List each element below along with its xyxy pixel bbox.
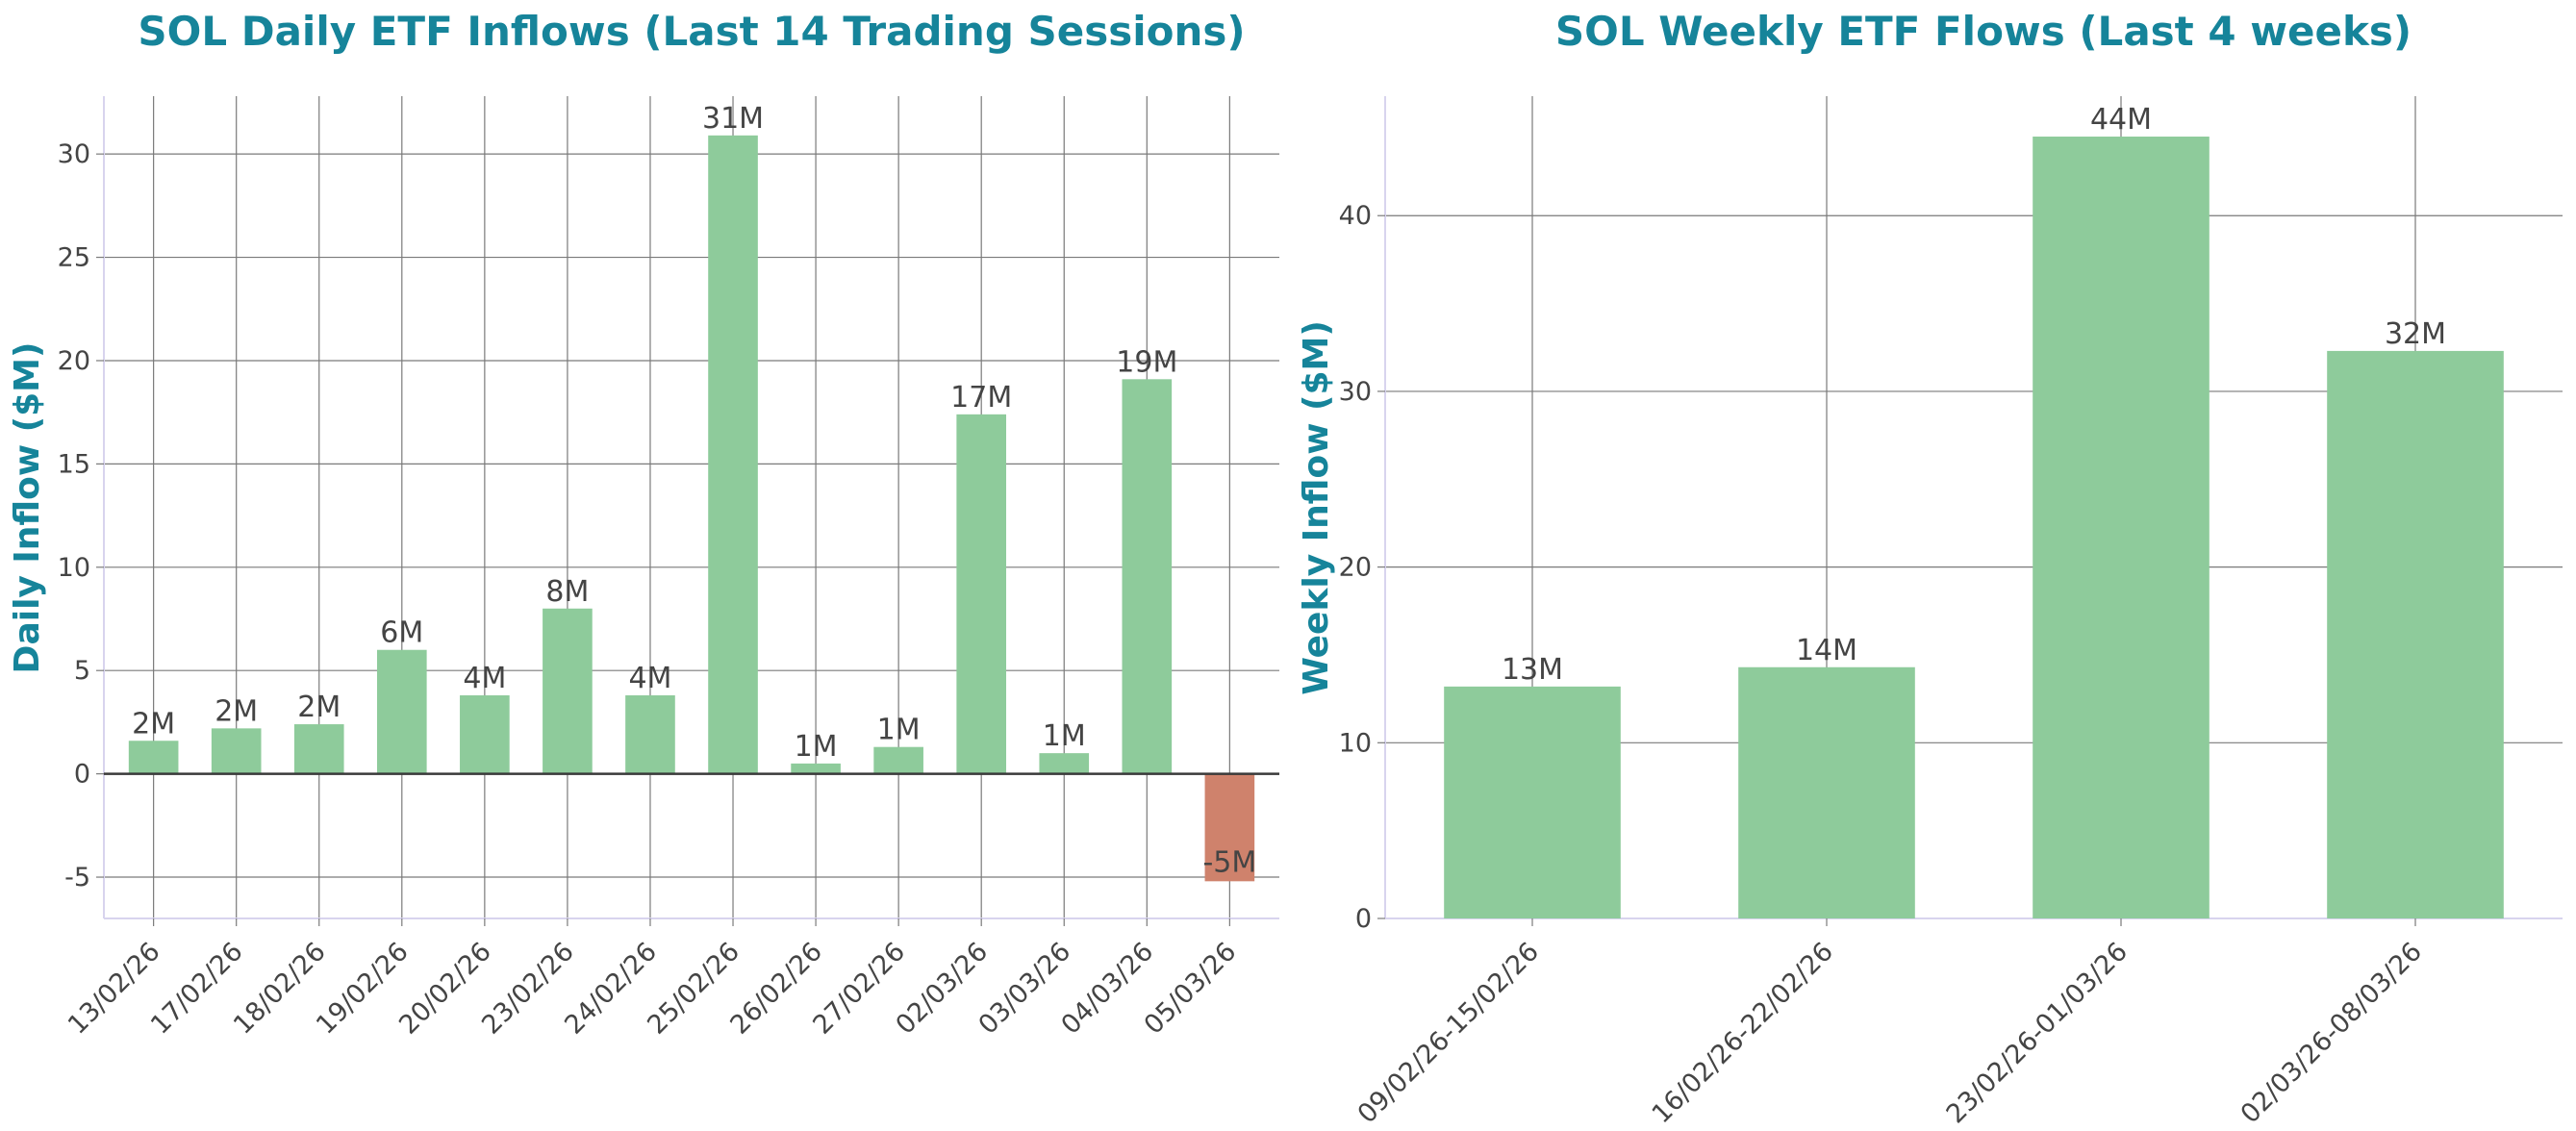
daily-bar [625,694,675,774]
daily-bar-value-label: 4M [463,662,506,695]
weekly-bar-value-label: 32M [2385,317,2446,351]
weekly-chart-title: SOL Weekly ETF Flows (Last 4 weeks) [1555,8,2412,55]
daily-bar [873,746,923,774]
daily-bar [708,135,758,774]
daily-bar-value-label: 1M [795,730,838,764]
daily-y-tick-label: 5 [74,656,90,686]
daily-y-tick-label: -5 [64,863,90,892]
daily-y-tick-label: 30 [58,139,90,169]
daily-bar [1122,379,1173,774]
daily-bar [791,763,841,774]
weekly-data-labels: 13M 14M 44M 32M [1502,103,2446,687]
daily-bar-value-label: 2M [297,691,341,724]
daily-bar-value-label: 1M [877,714,921,747]
daily-bar-value-label: 1M [1043,719,1086,753]
daily-bar-value-label: 6M [380,616,423,650]
daily-bar-value-label: 4M [628,662,671,695]
weekly-x-tick-label: 16/02/26-22/02/26 [1647,937,1839,1129]
daily-bar [376,649,427,774]
weekly-x-ticks: 09/02/26-15/02/26 16/02/26-22/02/26 23/02/… [1352,918,2428,1129]
daily-bar [460,694,510,774]
daily-y-tick-label: 25 [58,243,90,273]
daily-bar [956,414,1007,774]
weekly-bar [1738,666,1915,918]
weekly-bar-value-label: 13M [1502,653,1563,687]
weekly-y-ticks: 0 10 20 30 40 [1339,201,1385,934]
weekly-y-tick-label: 30 [1339,377,1372,407]
weekly-y-tick-label: 10 [1339,728,1372,758]
weekly-y-tick-label: 0 [1355,904,1372,934]
daily-bar [293,724,344,774]
daily-gridlines [103,96,1279,919]
daily-bar-value-label: 17M [950,381,1012,415]
weekly-y-tick-label: 20 [1339,553,1372,583]
weekly-bar [2327,350,2504,919]
daily-data-labels: 2M 2M 2M 6M 4M 8M 4M 31M 1M 1M 17M 1M 19M -5M [132,102,1256,880]
weekly-y-tick-label: 40 [1339,201,1372,231]
daily-bar-value-label: 19M [1116,345,1177,379]
daily-y-tick-label: 10 [58,553,90,583]
weekly-x-tick-label: 09/02/26-15/02/26 [1352,937,1545,1129]
daily-y-tick-label: 0 [74,760,90,790]
daily-bar [211,728,262,774]
weekly-bar-value-label: 44M [2090,103,2152,137]
daily-bar-value-label: 8M [545,575,589,609]
daily-y-ticks: -5 0 5 10 15 20 25 30 [58,139,104,892]
daily-inflows-chart: SOL Daily ETF Inflows (Last 14 Trading S… [8,8,1279,1041]
daily-bar [1204,773,1255,882]
weekly-bar [1444,686,1621,918]
daily-bar-value-label: 2M [132,707,175,741]
daily-bar-value-label: 2M [215,694,258,728]
daily-bar [1039,753,1090,774]
daily-bars [104,135,1279,882]
daily-y-tick-label: 20 [58,346,90,376]
weekly-bar-value-label: 14M [1796,634,1857,667]
weekly-x-tick-label: 02/03/26-08/03/26 [2235,937,2428,1129]
weekly-bar [2033,137,2210,918]
weekly-flows-chart: SOL Weekly ETF Flows (Last 4 weeks) Week… [1297,8,2563,1129]
daily-x-tick-label: 05/03/26 [1139,937,1243,1041]
daily-y-axis-label: Daily Inflow ($M) [8,342,47,674]
daily-y-tick-label: 15 [58,449,90,479]
weekly-y-axis-label: Weekly Inflow ($M) [1297,320,1336,695]
weekly-bars [1444,137,2504,919]
weekly-x-tick-label: 23/02/26-01/03/26 [1941,937,2134,1129]
daily-bar-value-label: 31M [702,102,764,136]
daily-x-ticks: 13/02/2617/02/2618/02/2619/02/2620/02/26… [63,918,1242,1041]
daily-bar [543,608,593,774]
daily-chart-title: SOL Daily ETF Inflows (Last 14 Trading S… [138,8,1245,55]
daily-bar-value-label: -5M [1202,845,1256,879]
daily-bar [128,741,179,774]
